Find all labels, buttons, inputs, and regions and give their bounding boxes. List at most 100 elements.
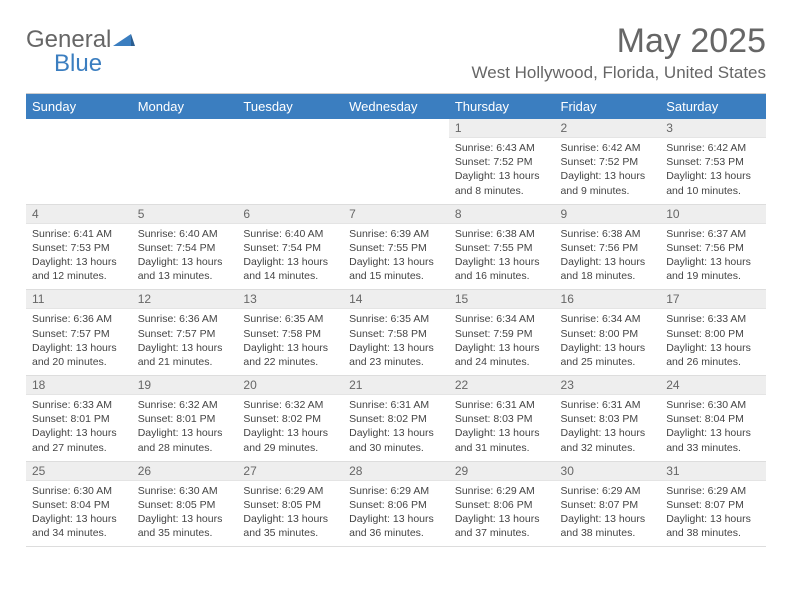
- sunrise-line: Sunrise: 6:43 AM: [455, 141, 549, 155]
- sunset-line: Sunset: 8:01 PM: [32, 412, 126, 426]
- sunset-line: Sunset: 8:04 PM: [666, 412, 760, 426]
- day-content-row: Sunrise: 6:41 AMSunset: 7:53 PMDaylight:…: [26, 223, 766, 290]
- logo: GeneralBlue: [26, 22, 135, 78]
- sunset-line: Sunset: 8:00 PM: [666, 327, 760, 341]
- sunrise-line: Sunrise: 6:32 AM: [243, 398, 337, 412]
- sunrise-line: Sunrise: 6:29 AM: [561, 484, 655, 498]
- day-content-cell: Sunrise: 6:29 AMSunset: 8:07 PMDaylight:…: [555, 480, 661, 547]
- day-content-cell: Sunrise: 6:41 AMSunset: 7:53 PMDaylight:…: [26, 223, 132, 290]
- title-block: May 2025 West Hollywood, Florida, United…: [472, 22, 766, 83]
- day-number-cell: 16: [555, 290, 661, 309]
- day-number-cell: 23: [555, 376, 661, 395]
- day-content-cell: Sunrise: 6:32 AMSunset: 8:02 PMDaylight:…: [237, 395, 343, 462]
- day-number-cell: 30: [555, 461, 661, 480]
- day-number-cell: 29: [449, 461, 555, 480]
- location-subtitle: West Hollywood, Florida, United States: [472, 63, 766, 83]
- sunset-line: Sunset: 8:05 PM: [243, 498, 337, 512]
- sunset-line: Sunset: 8:07 PM: [666, 498, 760, 512]
- day-number-cell: 10: [660, 204, 766, 223]
- day-number-row: 123: [26, 119, 766, 138]
- day-number-cell: 17: [660, 290, 766, 309]
- sunrise-line: Sunrise: 6:31 AM: [561, 398, 655, 412]
- sunset-line: Sunset: 7:55 PM: [349, 241, 443, 255]
- sunset-line: Sunset: 7:59 PM: [455, 327, 549, 341]
- day-number-cell: [132, 119, 238, 138]
- day-header-row: SundayMondayTuesdayWednesdayThursdayFrid…: [26, 94, 766, 119]
- daylight-line: Daylight: 13 hours and 25 minutes.: [561, 341, 655, 369]
- sunset-line: Sunset: 7:57 PM: [138, 327, 232, 341]
- day-content-row: Sunrise: 6:30 AMSunset: 8:04 PMDaylight:…: [26, 480, 766, 547]
- daylight-line: Daylight: 13 hours and 24 minutes.: [455, 341, 549, 369]
- sunrise-line: Sunrise: 6:31 AM: [349, 398, 443, 412]
- day-number-cell: 12: [132, 290, 238, 309]
- day-number-cell: 20: [237, 376, 343, 395]
- daylight-line: Daylight: 13 hours and 29 minutes.: [243, 426, 337, 454]
- day-content-cell: Sunrise: 6:29 AMSunset: 8:05 PMDaylight:…: [237, 480, 343, 547]
- sunset-line: Sunset: 8:03 PM: [455, 412, 549, 426]
- sunset-line: Sunset: 7:57 PM: [32, 327, 126, 341]
- day-number-cell: 26: [132, 461, 238, 480]
- day-number-cell: 13: [237, 290, 343, 309]
- daylight-line: Daylight: 13 hours and 35 minutes.: [138, 512, 232, 540]
- day-content-cell: Sunrise: 6:34 AMSunset: 7:59 PMDaylight:…: [449, 309, 555, 376]
- sunrise-line: Sunrise: 6:35 AM: [243, 312, 337, 326]
- daylight-line: Daylight: 13 hours and 33 minutes.: [666, 426, 760, 454]
- day-header: Tuesday: [237, 94, 343, 119]
- sunrise-line: Sunrise: 6:38 AM: [455, 227, 549, 241]
- day-content-cell: Sunrise: 6:36 AMSunset: 7:57 PMDaylight:…: [26, 309, 132, 376]
- sunset-line: Sunset: 8:02 PM: [243, 412, 337, 426]
- day-content-cell: [26, 138, 132, 205]
- day-content-cell: Sunrise: 6:31 AMSunset: 8:03 PMDaylight:…: [449, 395, 555, 462]
- day-number-row: 18192021222324: [26, 376, 766, 395]
- daylight-line: Daylight: 13 hours and 23 minutes.: [349, 341, 443, 369]
- day-number-cell: 4: [26, 204, 132, 223]
- day-header: Sunday: [26, 94, 132, 119]
- daylight-line: Daylight: 13 hours and 38 minutes.: [561, 512, 655, 540]
- sunset-line: Sunset: 7:52 PM: [455, 155, 549, 169]
- sunset-line: Sunset: 8:03 PM: [561, 412, 655, 426]
- day-header: Thursday: [449, 94, 555, 119]
- daylight-line: Daylight: 13 hours and 14 minutes.: [243, 255, 337, 283]
- sunset-line: Sunset: 8:06 PM: [455, 498, 549, 512]
- daylight-line: Daylight: 13 hours and 18 minutes.: [561, 255, 655, 283]
- daylight-line: Daylight: 13 hours and 35 minutes.: [243, 512, 337, 540]
- sunset-line: Sunset: 7:55 PM: [455, 241, 549, 255]
- day-content-cell: Sunrise: 6:29 AMSunset: 8:06 PMDaylight:…: [449, 480, 555, 547]
- sunrise-line: Sunrise: 6:40 AM: [138, 227, 232, 241]
- sunset-line: Sunset: 7:52 PM: [561, 155, 655, 169]
- day-number-cell: 6: [237, 204, 343, 223]
- sunset-line: Sunset: 7:58 PM: [349, 327, 443, 341]
- daylight-line: Daylight: 13 hours and 20 minutes.: [32, 341, 126, 369]
- calendar-table: SundayMondayTuesdayWednesdayThursdayFrid…: [26, 94, 766, 547]
- day-content-cell: Sunrise: 6:42 AMSunset: 7:52 PMDaylight:…: [555, 138, 661, 205]
- day-content-cell: Sunrise: 6:30 AMSunset: 8:04 PMDaylight:…: [26, 480, 132, 547]
- day-content-row: Sunrise: 6:33 AMSunset: 8:01 PMDaylight:…: [26, 395, 766, 462]
- day-content-cell: [343, 138, 449, 205]
- day-content-cell: Sunrise: 6:35 AMSunset: 7:58 PMDaylight:…: [343, 309, 449, 376]
- day-number-row: 45678910: [26, 204, 766, 223]
- day-content-cell: Sunrise: 6:40 AMSunset: 7:54 PMDaylight:…: [132, 223, 238, 290]
- day-header: Monday: [132, 94, 238, 119]
- sunrise-line: Sunrise: 6:30 AM: [138, 484, 232, 498]
- day-number-cell: [237, 119, 343, 138]
- sunset-line: Sunset: 7:58 PM: [243, 327, 337, 341]
- daylight-line: Daylight: 13 hours and 12 minutes.: [32, 255, 126, 283]
- day-content-cell: Sunrise: 6:34 AMSunset: 8:00 PMDaylight:…: [555, 309, 661, 376]
- day-number-cell: [26, 119, 132, 138]
- daylight-line: Daylight: 13 hours and 28 minutes.: [138, 426, 232, 454]
- sunset-line: Sunset: 8:00 PM: [561, 327, 655, 341]
- sunrise-line: Sunrise: 6:30 AM: [666, 398, 760, 412]
- day-content-cell: Sunrise: 6:43 AMSunset: 7:52 PMDaylight:…: [449, 138, 555, 205]
- sunrise-line: Sunrise: 6:34 AM: [455, 312, 549, 326]
- sunrise-line: Sunrise: 6:37 AM: [666, 227, 760, 241]
- sunrise-line: Sunrise: 6:33 AM: [666, 312, 760, 326]
- day-content-cell: Sunrise: 6:40 AMSunset: 7:54 PMDaylight:…: [237, 223, 343, 290]
- sunset-line: Sunset: 7:54 PM: [138, 241, 232, 255]
- sunrise-line: Sunrise: 6:29 AM: [349, 484, 443, 498]
- sunset-line: Sunset: 8:01 PM: [138, 412, 232, 426]
- sunrise-line: Sunrise: 6:32 AM: [138, 398, 232, 412]
- day-number-cell: 25: [26, 461, 132, 480]
- sunrise-line: Sunrise: 6:42 AM: [561, 141, 655, 155]
- sunrise-line: Sunrise: 6:35 AM: [349, 312, 443, 326]
- day-number-row: 25262728293031: [26, 461, 766, 480]
